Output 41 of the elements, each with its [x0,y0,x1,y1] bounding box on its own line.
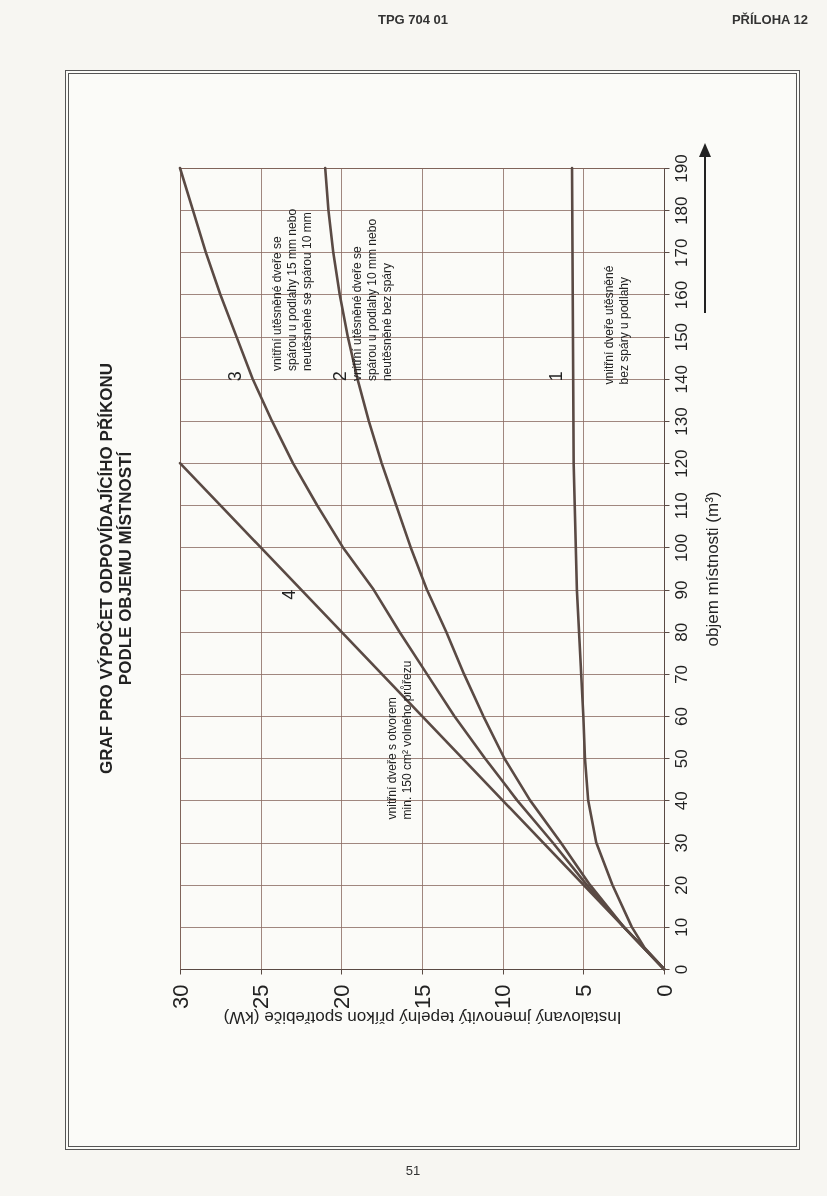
text: 4 [278,589,299,600]
text: 3 [224,371,245,382]
y-tick-label: 150 [671,322,691,352]
text: 2 [329,371,350,382]
y-tick-label: 0 [671,964,691,975]
annotation: vnitřní utěsněné dveře se spárou u podlahy 15 mm nebo neutěsněné se spárou 10 mm [269,207,315,374]
y-tick-label: 100 [671,533,691,563]
y-tick-label: 120 [671,449,691,478]
text: TPG 704 01 [377,12,449,27]
annotation: vnitřní utěsněné dveře se spárou u podlahy 10 mm nebo neutěsněné bez spáry [349,217,395,384]
x-tick-label: 0 [651,984,677,997]
y-tick-label: 170 [671,238,691,267]
x-tick-label: 10 [490,984,516,1009]
y-tick-label: 180 [671,196,691,225]
x-tick-label: 5 [570,984,596,997]
y-tick-label: 70 [671,664,691,684]
annotation: vnitřní dveře s otvorem min. 150 cm² volného průřezu [385,659,415,822]
y-tick-label: 90 [671,580,691,600]
x-tick-label: 30 [167,984,193,1009]
text: 51 [405,1163,421,1178]
text: GRAF PRO VÝPOČET ODPOVÍDAJÍCÍHO PŘÍKONU PODLE OBJEMU MÍSTNOSTÍ [97,363,135,774]
y-tick-label: 30 [671,833,691,853]
text: PŘÍLOHA 12 [731,12,809,27]
x-tick-label: 20 [328,984,354,1009]
y-tick-label: 20 [671,875,691,895]
x-tick-label: 15 [409,984,435,1009]
x-axis-title: Instalovaný jmenovitý tepelný příkon spotřebiče (kW) [223,1007,622,1027]
y-tick-label: 40 [671,791,691,811]
y-tick-label: 110 [671,492,691,520]
text: 1 [546,371,567,382]
annotation: vnitřní dveře utěsněné bez spáry u podlahy [602,264,632,387]
y-tick-label: 60 [671,707,691,727]
x-tick-label: 25 [248,984,274,1009]
y-axis-title: objem místnosti (m³) [702,491,722,647]
y-tick-label: 130 [671,407,691,436]
y-tick-label: 10 [671,917,691,937]
y-tick-label: 80 [671,622,691,642]
y-tick-label: 50 [671,749,691,769]
y-tick-label: 140 [671,365,691,394]
y-tick-label: 160 [671,280,691,310]
y-tick-label: 190 [671,154,691,183]
